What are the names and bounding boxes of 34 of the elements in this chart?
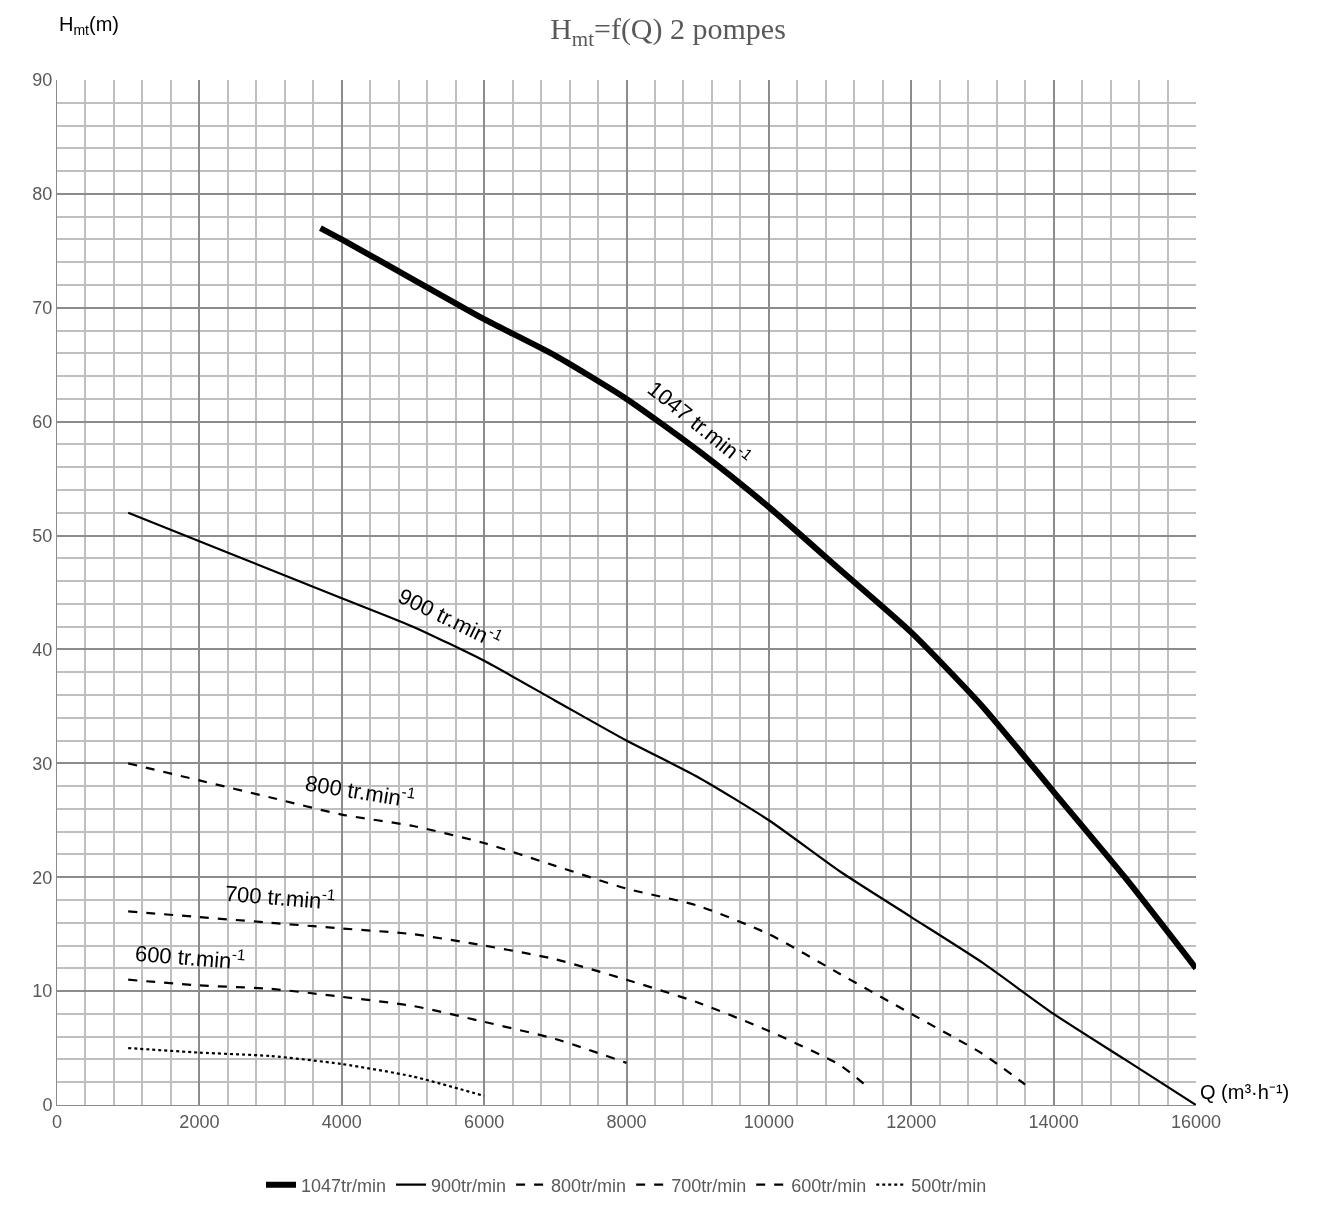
chart-title: H$_{mt}$=f(Q) 2 pompes [550,12,786,51]
legend-label: 700tr/min [671,1175,747,1196]
y-tick-label: 40 [32,639,53,660]
annotation: 600 tr.min$^{-1}$ [134,937,247,975]
x-tick-label: 12000 [886,1111,937,1132]
legend-label: 500tr/min [911,1175,987,1196]
x-tick-label: 2000 [179,1111,220,1132]
legend-label: 900tr/min [431,1175,507,1196]
x-axis-title: Q (m³·h⁻¹) [1200,1081,1290,1103]
x-tick-label: 10000 [743,1111,794,1132]
y-axis-title: H$_{mt}$(m) [59,13,119,39]
y-tick-label: 10 [32,981,53,1002]
y-tick-label: 0 [42,1095,53,1116]
line-series [127,511,1196,1105]
annotation: 800 tr.min$^{-1}$ [303,767,417,813]
legend-label: 600tr/min [791,1175,867,1196]
y-tick-label: 20 [32,867,53,888]
annotation: 700 tr.min$^{-1}$ [224,877,337,915]
legend-label: 800tr/min [551,1175,627,1196]
annotation: 900 tr.min$^{-1}$ [394,580,506,654]
legend-label: 1047tr/min [301,1175,387,1196]
line-series [127,762,1027,1086]
x-tick-label: 4000 [321,1111,362,1132]
y-tick-label: 50 [32,525,53,546]
line-series [127,978,628,1064]
y-tick-label: 70 [32,298,53,319]
y-tick-label: 80 [32,184,53,205]
y-tick-label: 60 [32,411,53,432]
y-tick-label: 30 [32,753,53,774]
x-tick-label: 6000 [464,1111,505,1132]
x-tick-label: 14000 [1028,1111,1079,1132]
y-tick-label: 90 [32,70,53,91]
x-tick-label: 16000 [1170,1111,1222,1132]
x-tick-label: 8000 [606,1111,647,1132]
